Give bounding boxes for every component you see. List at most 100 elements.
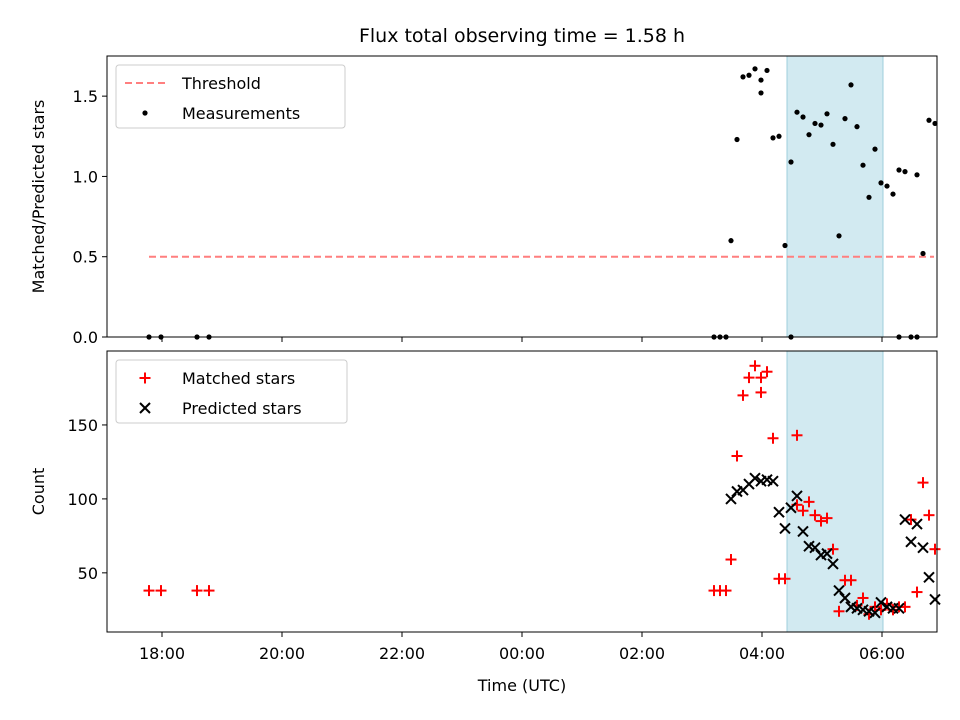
data-point [866, 194, 872, 200]
data-point [878, 180, 884, 186]
data-point [776, 133, 782, 139]
count-panel-highlight-span [786, 350, 884, 633]
data-point [827, 543, 839, 555]
data-point [749, 360, 761, 372]
data-point [191, 585, 203, 597]
data-point [773, 506, 785, 518]
ratio-panel-ticks: 0.0 0.5 1.0 1.5 [73, 87, 883, 347]
data-point [779, 522, 791, 535]
data-point [821, 512, 833, 524]
data-point [731, 450, 743, 462]
data-point [806, 132, 812, 138]
data-point [914, 172, 920, 178]
data-point [905, 536, 917, 548]
data-point [155, 585, 167, 597]
data-point [833, 605, 845, 617]
data-point [875, 596, 887, 609]
data-point [143, 585, 155, 597]
data-point [896, 167, 902, 173]
legend-label: Matched stars [182, 369, 295, 388]
x-axis-ticks: 18:00 20:00 22:00 00:00 02:00 04:00 06:00 [139, 644, 905, 663]
data-point [869, 601, 881, 613]
data-point [890, 191, 896, 197]
data-point [929, 593, 941, 606]
data-point [905, 514, 917, 526]
y-tick-label: 150 [67, 416, 98, 435]
data-point [734, 136, 740, 143]
data-point [860, 162, 866, 168]
legend-label: Measurements [182, 104, 300, 123]
data-point [812, 120, 818, 127]
ratio-panel-legend: Threshold Measurements [115, 64, 346, 129]
data-point [869, 607, 881, 619]
data-point [923, 571, 935, 583]
y-tick-label: 1.5 [73, 87, 98, 106]
x-tick-label: 06:00 [859, 644, 905, 663]
data-point [800, 114, 806, 120]
count-panel: 50 100 150 Count Matched stars Predicted st… [29, 350, 941, 637]
data-point [821, 547, 833, 560]
data-point [728, 238, 734, 244]
data-point [827, 558, 839, 570]
legend-box [115, 359, 348, 424]
y-tick-label: 0.5 [73, 248, 98, 267]
data-point [803, 496, 815, 508]
ratio-panel-marks [146, 66, 938, 340]
data-point [839, 592, 851, 604]
data-point [818, 122, 824, 128]
data-point [902, 169, 908, 175]
y-tick-label: 0.0 [73, 328, 98, 347]
data-point [923, 509, 935, 521]
count-panel-marks [143, 360, 941, 620]
legend-swatch [142, 110, 148, 116]
data-point [809, 509, 821, 521]
data-point [797, 525, 809, 538]
legend-swatch [139, 372, 151, 384]
x-tick-label: 20:00 [259, 644, 305, 663]
ratio-panel-ylabel: Matched/Predicted stars [29, 100, 48, 294]
data-point [836, 233, 842, 239]
data-point [791, 429, 803, 441]
data-point [743, 372, 755, 384]
data-point [755, 386, 767, 398]
data-point [725, 554, 737, 566]
data-point [815, 515, 827, 527]
data-point [845, 574, 857, 586]
data-point [764, 67, 770, 74]
data-point [758, 77, 764, 83]
chart-title: Flux total observing time = 1.58 h [359, 25, 685, 47]
legend-swatch [139, 402, 151, 414]
data-point [884, 183, 890, 189]
data-point [758, 90, 764, 96]
data-point [749, 472, 761, 484]
legend-label: Threshold [181, 74, 261, 93]
data-point [767, 475, 779, 487]
data-point [917, 477, 929, 489]
x-tick-label: 04:00 [739, 644, 785, 663]
count-panel-ticks: 50 100 150 [67, 416, 883, 637]
data-point [872, 146, 878, 152]
ratio-panel-frame [106, 55, 938, 338]
ratio-panel: 0.0 0.5 1.0 1.5 Matched/Predicted stars Thr… [29, 55, 938, 347]
data-point [932, 120, 938, 127]
count-panel-legend: Matched stars Predicted stars [115, 359, 348, 424]
x-tick-label: 00:00 [499, 644, 545, 663]
y-tick-label: 1.0 [73, 167, 98, 186]
data-point [782, 242, 788, 249]
data-point [911, 518, 923, 530]
data-point [767, 432, 779, 444]
data-point [824, 111, 830, 117]
data-point [746, 72, 752, 78]
data-point [791, 490, 803, 502]
data-point [737, 389, 749, 401]
data-point [848, 82, 854, 88]
x-tick-label: 18:00 [139, 644, 185, 663]
data-point [857, 592, 869, 604]
y-tick-label: 100 [67, 490, 98, 509]
data-point [203, 585, 215, 597]
data-point [740, 74, 746, 80]
data-point [797, 505, 809, 517]
data-point [785, 502, 797, 514]
data-point [752, 66, 758, 72]
